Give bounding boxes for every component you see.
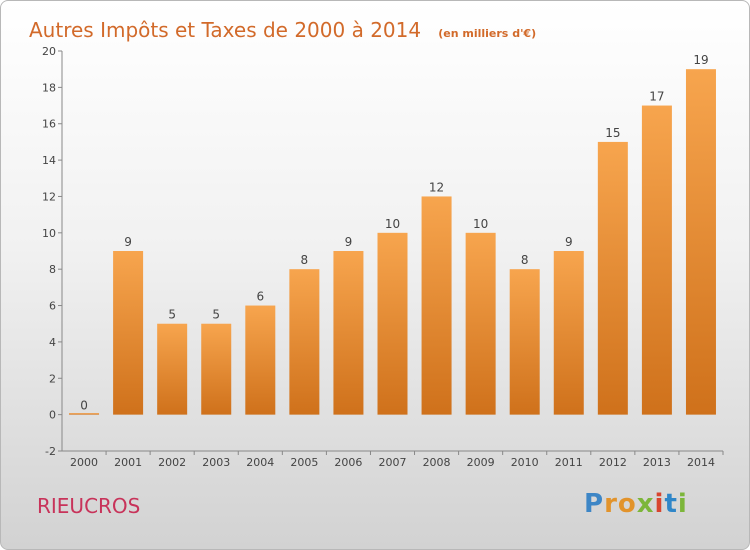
bar-2014 (685, 69, 716, 415)
y-tick-label: 10 (42, 227, 56, 240)
x-tick-label: 2009 (467, 456, 495, 469)
y-tick-label: 4 (49, 336, 56, 349)
y-tick-label: 14 (42, 154, 56, 167)
bar-2008 (421, 196, 452, 415)
y-tick-label: 2 (49, 372, 56, 385)
chart-unit: (en milliers d'€) (438, 27, 537, 40)
bar-2005 (289, 269, 320, 415)
x-tick-label: 2007 (379, 456, 407, 469)
bar-2006 (333, 251, 364, 415)
data-label-2003: 5 (212, 308, 220, 322)
x-tick-label: 2008 (423, 456, 451, 469)
y-tick-label: 0 (49, 409, 56, 422)
data-label-2010: 8 (521, 253, 529, 267)
bar-2010 (509, 269, 540, 415)
proxiti-logo: Proxiti (584, 489, 688, 519)
bar-2012 (597, 141, 628, 415)
bar-2001 (113, 251, 144, 415)
data-label-2014: 19 (693, 53, 708, 67)
bar-2004 (245, 305, 276, 415)
x-tick-label: 2014 (687, 456, 715, 469)
bar-2009 (465, 232, 496, 415)
x-axis: 2000 2001 2002 2003 2004 2005 2006 2007 2008 2009… (62, 450, 724, 469)
y-axis: -2 0 2 4 6 8 10 12 14 16 18 20 (42, 45, 63, 458)
data-label-2013: 17 (649, 90, 664, 104)
data-label-2005: 8 (301, 253, 309, 267)
x-tick-label: 2003 (202, 456, 230, 469)
bar-2003 (201, 323, 232, 415)
data-label-2004: 6 (256, 290, 264, 304)
x-tick-label: 2002 (158, 456, 186, 469)
bar-2007 (377, 232, 408, 415)
y-tick-label: 20 (42, 45, 56, 58)
bar-2000 (69, 413, 100, 415)
y-tick-label: -2 (45, 445, 56, 458)
y-tick-label: 18 (42, 81, 56, 94)
chart-title-text: Autres Impôts et Taxes de 2000 à 2014 (29, 18, 422, 42)
data-label-2008: 12 (429, 180, 444, 194)
data-label-2001: 9 (124, 235, 132, 249)
bar-2011 (553, 251, 584, 415)
data-label-2012: 15 (605, 126, 620, 140)
x-tick-label: 2005 (290, 456, 318, 469)
logo-letter: i (654, 489, 665, 519)
logo-letter: i (677, 489, 688, 519)
data-label-2006: 9 (345, 235, 353, 249)
commune-name: RIEUCROS (37, 494, 141, 518)
x-tick-label: 2013 (643, 456, 671, 469)
logo-letter: t (664, 489, 678, 519)
x-tick-label: 2006 (334, 456, 362, 469)
logo-letter: r (604, 489, 618, 519)
y-tick-label: 8 (49, 263, 56, 276)
x-tick-label: 2001 (114, 456, 142, 469)
logo-letter: o (617, 489, 637, 519)
x-tick-label: 2010 (511, 456, 539, 469)
logo-letter: P (584, 489, 605, 519)
y-tick-label: 12 (42, 190, 56, 203)
x-tick-label: 2011 (555, 456, 583, 469)
data-label-2009: 10 (473, 217, 488, 231)
bars (69, 69, 716, 415)
logo-letter: x (636, 489, 655, 519)
data-labels: 0 9 5 5 6 8 9 10 12 10 8 9 15 17 19 (80, 53, 708, 412)
y-tick-label: 16 (42, 118, 56, 131)
bar-2013 (641, 105, 672, 415)
y-tick-label: 6 (49, 300, 56, 313)
x-tick-label: 2000 (70, 456, 98, 469)
x-tick-label: 2012 (599, 456, 627, 469)
data-label-2007: 10 (385, 217, 400, 231)
data-label-2000: 0 (80, 399, 88, 413)
chart-title: Autres Impôts et Taxes de 2000 à 2014 (e… (29, 7, 536, 45)
x-tick-label: 2004 (246, 456, 274, 469)
data-label-2002: 5 (168, 308, 176, 322)
bar-2002 (157, 323, 188, 415)
data-label-2011: 9 (565, 235, 573, 249)
